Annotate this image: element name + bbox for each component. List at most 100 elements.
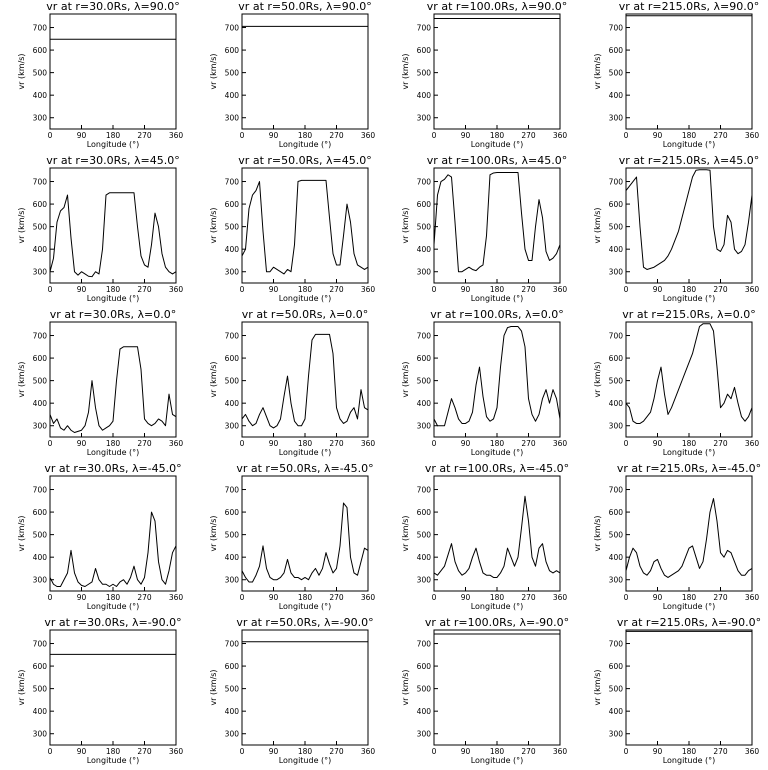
x-tick-label: 360 — [553, 747, 568, 756]
y-tick-label: 700 — [225, 178, 240, 187]
y-tick-label: 700 — [417, 332, 432, 341]
plot-frame — [433, 475, 561, 592]
panel-svg: vr at r=100.0Rs, λ=90.0° 0 90 180 270 360 300 4… — [401, 0, 567, 149]
panel-svg: vr at r=100.0Rs, λ=-45.0° 0 90 180 270 360 300… — [401, 462, 569, 611]
y-tick-label: 600 — [417, 662, 432, 671]
panel-title: vr at r=50.0Rs, λ=45.0° — [238, 154, 371, 167]
y-tick-label: 500 — [609, 69, 624, 78]
panel-svg: vr at r=30.0Rs, λ=-90.0° 0 90 180 270 360 300 4… — [17, 616, 184, 765]
chart-panel: vr at r=100.0Rs, λ=0.0° 0 90 180 270 360 300 40… — [384, 308, 576, 462]
y-tick-label: 700 — [609, 178, 624, 187]
x-tick-label: 90 — [77, 285, 87, 294]
x-axis-label: Longitude (°) — [279, 756, 332, 765]
panel-title: vr at r=100.0Rs, λ=-45.0° — [425, 462, 569, 475]
x-tick-label: 90 — [77, 593, 87, 602]
x-tick-label: 270 — [137, 593, 152, 602]
y-tick-label: 400 — [417, 91, 432, 100]
x-tick-label: 270 — [137, 131, 152, 140]
plot-frame — [49, 167, 177, 284]
chart-panel: vr at r=30.0Rs, λ=-90.0° 0 90 180 270 360 300 4… — [0, 616, 192, 770]
y-tick-label: 600 — [225, 662, 240, 671]
x-tick-label: 0 — [432, 747, 437, 756]
y-tick-label: 300 — [609, 422, 624, 431]
x-tick-label: 360 — [745, 593, 760, 602]
x-tick-label: 0 — [240, 747, 245, 756]
y-axis-label: vr (km/s) — [209, 53, 218, 89]
x-tick-label: 0 — [432, 285, 437, 294]
y-axis-label: vr (km/s) — [209, 361, 218, 397]
y-tick-label: 600 — [609, 46, 624, 55]
x-tick-label: 270 — [713, 439, 728, 448]
y-tick-label: 600 — [33, 354, 48, 363]
plot-frame — [625, 13, 753, 130]
x-tick-label: 180 — [106, 131, 121, 140]
x-axis-label: Longitude (°) — [471, 448, 524, 457]
chart-panel: vr at r=215.0Rs, λ=90.0° 0 90 180 270 360 300 4… — [576, 0, 768, 154]
y-tick-label: 300 — [33, 730, 48, 739]
x-tick-label: 180 — [682, 285, 697, 294]
y-tick-label: 700 — [225, 486, 240, 495]
panel-svg: vr at r=215.0Rs, λ=90.0° 0 90 180 270 360 300 4… — [593, 0, 759, 149]
x-tick-label: 0 — [624, 439, 629, 448]
y-axis-label: vr (km/s) — [401, 361, 410, 397]
y-tick-label: 300 — [417, 730, 432, 739]
panel-svg: vr at r=215.0Rs, λ=-45.0° 0 90 180 270 360 300… — [593, 462, 761, 611]
x-tick-label: 90 — [269, 439, 279, 448]
x-tick-label: 0 — [432, 131, 437, 140]
y-tick-label: 500 — [417, 531, 432, 540]
panel-title: vr at r=50.0Rs, λ=-45.0° — [236, 462, 373, 475]
panel-svg: vr at r=100.0Rs, λ=0.0° 0 90 180 270 360 300 40… — [401, 308, 568, 457]
y-tick-label: 400 — [33, 553, 48, 562]
y-tick-label: 300 — [417, 114, 432, 123]
x-tick-label: 360 — [169, 747, 184, 756]
chart-panel: vr at r=50.0Rs, λ=-45.0° 0 90 180 270 360 300 4… — [192, 462, 384, 616]
x-tick-label: 90 — [269, 131, 279, 140]
y-tick-label: 700 — [417, 640, 432, 649]
y-tick-label: 500 — [417, 685, 432, 694]
panel-title: vr at r=50.0Rs, λ=90.0° — [238, 0, 371, 13]
series-line — [625, 323, 753, 424]
panel-title: vr at r=100.0Rs, λ=90.0° — [427, 0, 567, 13]
x-tick-label: 180 — [106, 747, 121, 756]
x-axis-label: Longitude (°) — [87, 756, 140, 765]
y-tick-label: 600 — [417, 354, 432, 363]
series-line — [241, 502, 369, 583]
x-tick-label: 90 — [77, 747, 87, 756]
y-axis-label: vr (km/s) — [401, 515, 410, 551]
y-tick-label: 300 — [225, 576, 240, 585]
y-tick-label: 600 — [225, 354, 240, 363]
x-axis-label: Longitude (°) — [471, 602, 524, 611]
x-tick-label: 270 — [329, 593, 344, 602]
y-tick-label: 600 — [225, 200, 240, 209]
y-tick-label: 700 — [225, 24, 240, 33]
x-tick-label: 180 — [298, 439, 313, 448]
x-tick-label: 180 — [298, 131, 313, 140]
x-tick-label: 180 — [682, 439, 697, 448]
y-tick-label: 600 — [609, 200, 624, 209]
y-axis-label: vr (km/s) — [401, 53, 410, 89]
panel-svg: vr at r=50.0Rs, λ=-90.0° 0 90 180 270 360 300 4… — [209, 616, 376, 765]
x-tick-label: 360 — [361, 439, 376, 448]
y-tick-label: 500 — [225, 69, 240, 78]
y-tick-label: 600 — [33, 200, 48, 209]
x-tick-label: 270 — [713, 131, 728, 140]
y-tick-label: 600 — [225, 46, 240, 55]
x-tick-label: 180 — [298, 285, 313, 294]
x-axis-label: Longitude (°) — [279, 140, 332, 149]
x-tick-label: 90 — [653, 439, 663, 448]
plot-frame — [241, 629, 369, 746]
y-tick-label: 400 — [609, 399, 624, 408]
y-tick-label: 400 — [33, 91, 48, 100]
chart-panel: vr at r=50.0Rs, λ=-90.0° 0 90 180 270 360 300 4… — [192, 616, 384, 770]
x-tick-label: 360 — [361, 747, 376, 756]
y-tick-label: 300 — [33, 422, 48, 431]
x-tick-label: 0 — [48, 593, 53, 602]
y-tick-label: 400 — [417, 553, 432, 562]
y-tick-label: 400 — [417, 399, 432, 408]
x-tick-label: 0 — [624, 593, 629, 602]
y-tick-label: 700 — [609, 486, 624, 495]
x-tick-label: 360 — [553, 439, 568, 448]
x-tick-label: 270 — [521, 593, 536, 602]
x-tick-label: 270 — [329, 439, 344, 448]
x-axis-label: Longitude (°) — [663, 602, 716, 611]
